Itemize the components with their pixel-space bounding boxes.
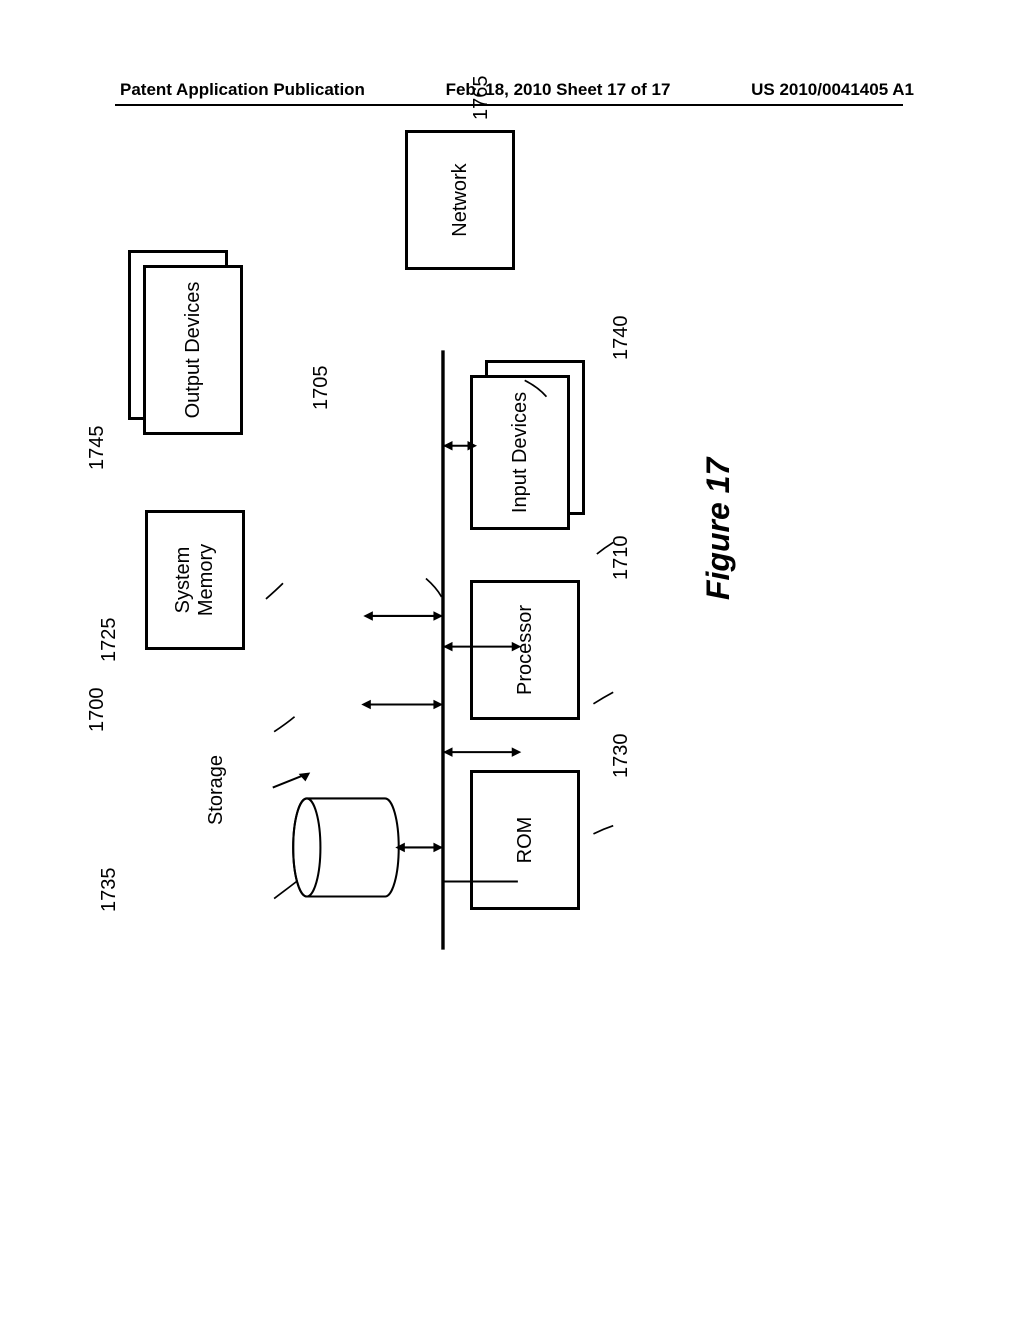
rom-box: ROM xyxy=(470,770,580,910)
page-header: Patent Application Publication Feb. 18, … xyxy=(0,80,1024,100)
diagram-lines xyxy=(0,330,930,970)
ref-1765: 1765 xyxy=(470,76,493,121)
header-rule xyxy=(115,104,903,106)
block-diagram: System Memory Output Devices ROM Process… xyxy=(0,330,930,970)
system-memory-box: System Memory xyxy=(145,510,245,650)
input-devices-box: Input Devices xyxy=(470,375,570,530)
header-right: US 2010/0041405 A1 xyxy=(751,80,914,100)
header-left: Patent Application Publication xyxy=(120,80,365,100)
processor-box: Processor xyxy=(470,580,580,720)
ref-1725: 1725 xyxy=(98,618,121,663)
ref-1740: 1740 xyxy=(610,316,633,361)
figure-caption: Figure 17 xyxy=(700,458,737,600)
ref-1710: 1710 xyxy=(610,536,633,581)
ref-1705: 1705 xyxy=(310,366,333,411)
page: Patent Application Publication Feb. 18, … xyxy=(0,0,1024,1320)
storage-label: Storage xyxy=(205,720,228,860)
output-devices-box: Output Devices xyxy=(143,265,243,435)
ref-1735: 1735 xyxy=(98,868,121,913)
ref-1700: 1700 xyxy=(86,688,109,733)
ref-1730: 1730 xyxy=(610,734,633,779)
ref-1745: 1745 xyxy=(86,426,109,471)
network-box: Network xyxy=(405,130,515,270)
